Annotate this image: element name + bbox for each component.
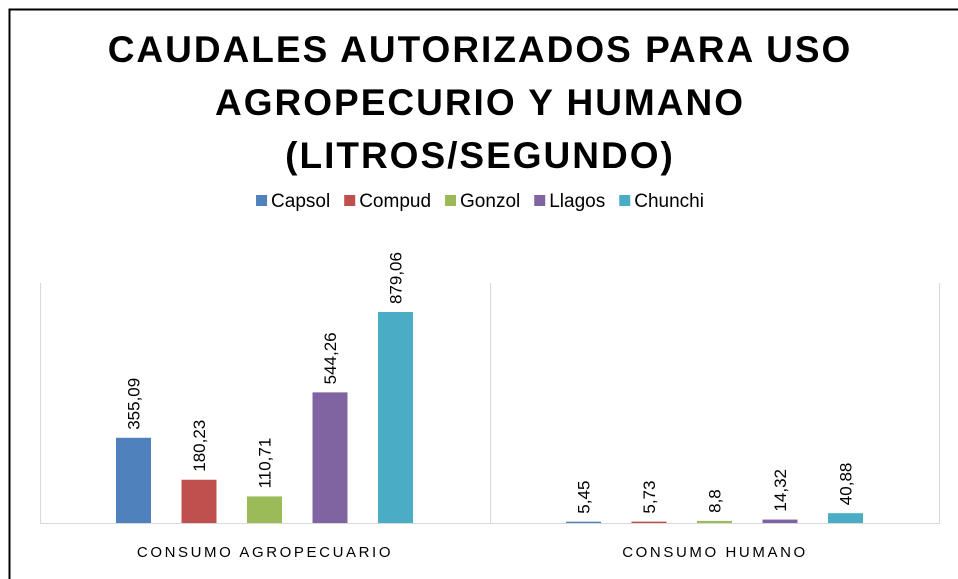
- legend-label: Capsol: [271, 191, 330, 212]
- value-label: 355,09: [125, 378, 144, 430]
- x-tick-label: CONSUMO AGROPECUARIO: [137, 544, 393, 561]
- bar: [566, 521, 601, 523]
- chart-title: CAUDALES AUTORIZADOS PARA USO AGROPECURIO…: [108, 29, 853, 176]
- bar: [762, 519, 798, 523]
- legend-swatch: [534, 195, 546, 206]
- x-tick-label: CONSUMO HUMANO: [622, 544, 808, 561]
- value-label: 5,45: [575, 481, 594, 514]
- bar: [828, 513, 863, 523]
- value-label: 40,88: [837, 463, 856, 506]
- bar: [312, 392, 348, 523]
- value-label: 879,06: [387, 252, 406, 304]
- value-label: 180,23: [190, 420, 209, 472]
- bar: [631, 521, 667, 523]
- legend-swatch: [445, 195, 457, 206]
- value-label: 544,26: [321, 332, 340, 384]
- value-label: 8,8: [706, 489, 725, 513]
- legend-swatch: [619, 195, 631, 206]
- legend-swatch: [344, 195, 356, 206]
- bar: [116, 437, 151, 523]
- legend-label: Chunchi: [634, 191, 704, 212]
- bar: [697, 520, 732, 523]
- value-label: 14,32: [771, 469, 790, 512]
- bar: [378, 312, 413, 523]
- bar: [181, 479, 217, 523]
- legend-swatch: [256, 195, 268, 206]
- value-label: 5,73: [640, 481, 659, 514]
- chart-frame: [8, 8, 958, 579]
- legend-label: Llagos: [549, 191, 605, 212]
- value-label: 110,71: [256, 438, 275, 489]
- legend-label: Gonzol: [460, 191, 520, 212]
- legend-label: Compud: [359, 191, 431, 212]
- bar: [247, 496, 282, 523]
